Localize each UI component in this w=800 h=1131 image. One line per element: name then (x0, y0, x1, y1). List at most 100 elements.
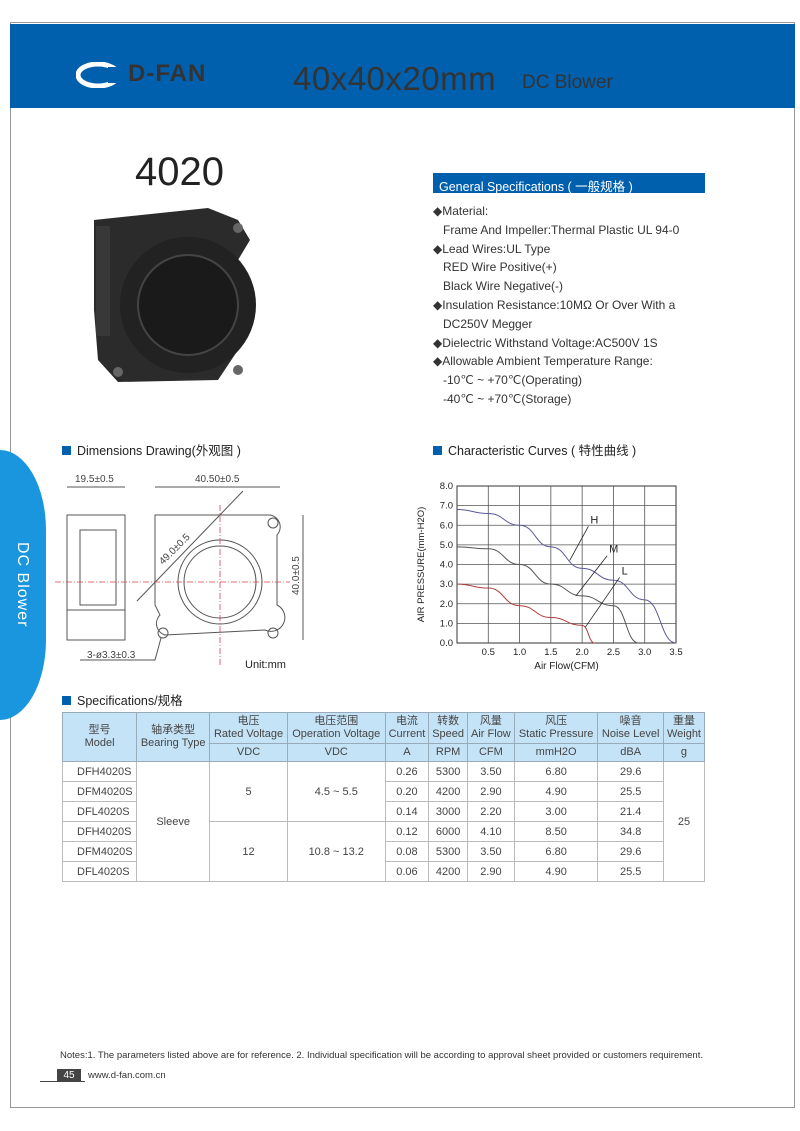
product-type: DC Blower (522, 72, 613, 93)
y-tick-label: 3.0 (440, 579, 453, 590)
characteristic-curves-chart: 0.5 1.0 1.5 2.0 2.5 3.0 3.5 0.0 1.0 2.0 3.0 4.0 5.0 6… (416, 481, 683, 672)
voltage-cell: 5 (209, 761, 288, 822)
side-tab: DC Blower (0, 450, 46, 720)
width-dimension: 40.50±0.5 (195, 474, 240, 485)
value-cell: 4.90 (513, 861, 599, 882)
value-cell: 2.20 (466, 801, 515, 822)
column-header: 电压 Rated Voltage (209, 712, 288, 744)
value-cell: 4.10 (466, 821, 515, 842)
curve-H (456, 509, 677, 644)
x-tick-label: 2.0 (576, 647, 589, 658)
y-tick-label: 1.0 (440, 618, 453, 629)
brand-name: D-FAN (128, 60, 207, 87)
general-specs-list: ◆Material: Frame And Impeller:Thermal Pla… (433, 202, 679, 409)
spec-line: ◆Material: (433, 204, 489, 218)
height-dimension: 40.0±0.5 (291, 556, 302, 595)
label-leader (575, 555, 608, 597)
column-header: 轴承类型 Bearing Type (136, 712, 211, 762)
column-header: 重量 Weight (662, 712, 706, 744)
x-tick-label: 3.5 (669, 647, 682, 658)
series-label: M (609, 544, 618, 556)
table-row: DFH4020S 12 10.8 ~ 13.2 0.12 6000 4.10 8.50 34.… (61, 821, 705, 882)
value-cell: 3.50 (466, 761, 515, 782)
spec-line: Frame And Impeller:Thermal Plastic UL 94… (443, 222, 680, 237)
y-tick-label: 7.0 (440, 501, 453, 512)
value-cell: 5300 (428, 761, 468, 782)
y-axis-label: AIR PRESSURE(mm-H2O) (416, 507, 427, 623)
specs-heading: Specifications/规格 (62, 690, 183, 709)
column-header: 风压 Static Pressure (513, 712, 599, 744)
x-tick-label: 2.5 (607, 647, 620, 658)
spec-line: RED Wire Positive(+) (443, 260, 557, 275)
holes-dimension: 3-ø3.3±0.3 (87, 650, 136, 661)
y-tick-label: 4.0 (440, 560, 453, 571)
value-cell: 2.90 (466, 861, 515, 882)
page-number: 45 (57, 1069, 81, 1082)
value-cell: 25.5 (597, 861, 664, 882)
spec-line: ◆Lead Wires:UL Type (433, 241, 551, 256)
value-cell: 21.4 (597, 801, 664, 822)
series-label: H (590, 514, 598, 526)
dimensions-drawing: 19.5±0.5 40.50±0.5 49.0±0.5 40.0±0.5 3-ø… (55, 474, 304, 671)
model-cell: DFM4020S (61, 781, 138, 802)
unit-header: A (384, 743, 430, 762)
spec-line: ◆Allowable Ambient Temperature Range: (433, 354, 653, 369)
voltage-cell: 12 (209, 821, 288, 882)
label-leader (569, 526, 589, 561)
range-cell: 10.8 ~ 13.2 (286, 821, 386, 882)
y-tick-label: 5.0 (440, 540, 453, 551)
spec-line: ◆Insulation Resistance:10MΩ Or Over With… (433, 297, 676, 312)
value-cell: 4.90 (513, 781, 599, 802)
y-tick-label: 8.0 (440, 481, 453, 492)
value-cell: 6.80 (513, 841, 599, 862)
table-row: DFH4020S Sleeve 5 4.5 ~ 5.5 0.26 5300 3.50 6.80… (61, 761, 706, 882)
value-cell: 8.50 (513, 821, 599, 842)
unit-header: VDC (209, 743, 288, 762)
value-cell: 3.00 (513, 801, 599, 822)
website: www.d-fan.com.cn (88, 1070, 166, 1081)
specs-table: 型号 Model 轴承类型 Bearing Type 电压 Rated Voltage 电压… (61, 712, 706, 882)
side-tab-label: DC Blower (14, 542, 31, 628)
spec-line: -40℃ ~ +70℃(Storage) (443, 391, 572, 406)
value-cell: 25.5 (597, 781, 664, 802)
unit-header: dBA (597, 743, 664, 762)
y-tick-label: 2.0 (440, 599, 453, 610)
spec-line: ◆Dielectric Withstand Voltage:AC500V 1S (433, 335, 658, 350)
value-cell: 29.6 (597, 841, 664, 862)
curve-L (456, 583, 595, 644)
y-tick-label: 0.0 (440, 638, 453, 649)
column-header: 型号 Model (61, 712, 138, 762)
x-axis-label: Air Flow(CFM) (534, 661, 598, 672)
general-specs-heading: General Specifications ( 一般规格 ) (433, 173, 705, 194)
value-cell: 34.8 (597, 821, 664, 842)
value-cell: 3.50 (466, 841, 515, 862)
value-cell: 29.6 (597, 761, 664, 782)
value-cell: 6.80 (513, 761, 599, 782)
value-cell: 4200 (428, 861, 468, 882)
value-cell: 0.20 (384, 781, 430, 802)
model-number: 4020 (135, 150, 224, 194)
spec-line: Black Wire Negative(-) (443, 279, 564, 294)
model-cell: DFL4020S (61, 801, 138, 822)
table-row: DFL4020S 0.06 4200 2.90 4.90 25.5 (61, 861, 705, 882)
curve-M (456, 546, 639, 644)
x-tick-label: 0.5 (482, 647, 495, 658)
unit-header: CFM (466, 743, 515, 762)
unit-header: RPM (428, 743, 468, 762)
model-cell: DFM4020S (61, 841, 138, 862)
series-label: L (622, 565, 628, 577)
notes: Notes:1. The parameters listed above are… (60, 1050, 703, 1061)
unit-header: g (662, 743, 706, 762)
column-header: 电流 Current (384, 712, 430, 744)
label-leader (584, 577, 621, 628)
brand-logo: D-FAN (75, 60, 207, 89)
x-tick-label: 1.5 (544, 647, 557, 658)
value-cell: 2.90 (466, 781, 515, 802)
header-band (10, 24, 795, 108)
spec-line: DC250V Megger (443, 316, 533, 331)
curves-heading: Characteristic Curves ( 特性曲线 ) (433, 440, 636, 459)
value-cell: 0.08 (384, 841, 430, 862)
model-cell: DFH4020S (61, 761, 138, 782)
value-cell: 6000 (428, 821, 468, 842)
spec-line: -10℃ ~ +70℃(Operating) (443, 373, 583, 388)
